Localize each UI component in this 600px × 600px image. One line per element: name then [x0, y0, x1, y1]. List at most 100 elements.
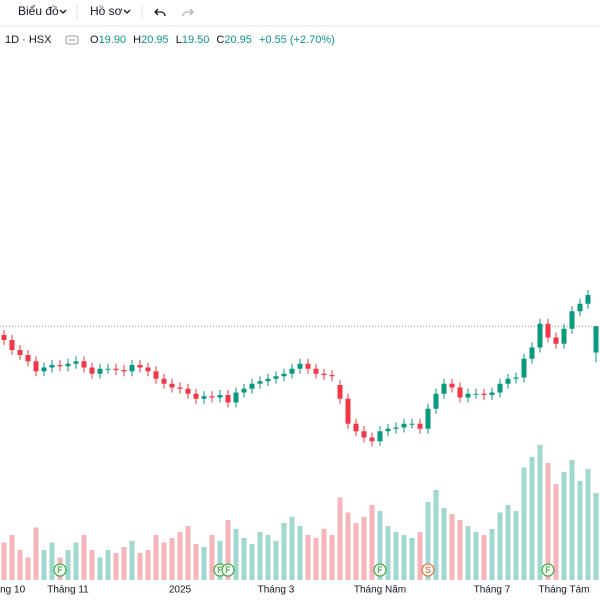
volume-bar: [561, 472, 567, 580]
volume-bar: [145, 550, 151, 580]
candle-body: [161, 378, 167, 384]
undo-button[interactable]: [154, 8, 166, 17]
volume-bar: [89, 550, 95, 580]
candle-body: [169, 383, 175, 388]
volume-bar: [361, 517, 367, 580]
candle-body: [65, 363, 71, 367]
candle-body: [289, 368, 295, 374]
profile-menu[interactable]: Hồ sơ: [90, 4, 123, 18]
candle-body: [193, 393, 199, 399]
candle-body: [97, 368, 103, 374]
candle-body: [473, 393, 479, 395]
volume-bar: [377, 511, 383, 580]
volume-bar: [105, 550, 111, 580]
change: +0.55 (+2.70%): [259, 34, 335, 46]
candle-body: [521, 358, 527, 378]
volume-bar: [465, 526, 471, 580]
candle-body: [361, 431, 367, 438]
candle-body: [329, 375, 335, 377]
event-label: F: [217, 565, 223, 575]
volume-bar: [537, 445, 543, 580]
candle-body: [313, 368, 319, 374]
candle-body: [105, 368, 111, 370]
volume-bar: [241, 538, 247, 580]
x-tick-label: Tháng 7: [474, 585, 511, 596]
chevron[interactable]: [123, 9, 131, 14]
candle-body: [433, 393, 439, 409]
volume-bar: [41, 550, 47, 580]
candle-body: [257, 381, 263, 384]
legend-label: C: [216, 34, 224, 46]
x-tick-label: Tháng Năm: [354, 585, 406, 596]
candle-body: [113, 368, 119, 370]
legend-value: 19.50: [182, 34, 210, 46]
candle-body: [321, 373, 327, 375]
volume-bar: [585, 469, 591, 580]
event-label: S: [425, 565, 431, 575]
candle-body: [377, 431, 383, 442]
candle-body: [185, 388, 191, 394]
volume-bar: [553, 484, 559, 580]
candle-body: [25, 355, 31, 362]
chart-menu[interactable]: Biểu đồ: [18, 4, 59, 18]
candle-body: [409, 423, 415, 425]
candle-body: [513, 377, 519, 379]
volume-bar: [409, 538, 415, 580]
volume-bar: [401, 535, 407, 580]
legend-value: 20.95: [224, 34, 252, 46]
volume-bar: [329, 535, 335, 580]
candle-body: [81, 361, 87, 368]
event-marker: [221, 563, 235, 577]
volume-bar: [385, 526, 391, 580]
volume-bar: [345, 512, 351, 580]
candle-body: [201, 396, 207, 399]
candle-body: [129, 365, 135, 372]
volume-bar: [137, 553, 143, 580]
volume-bar: [81, 535, 87, 580]
chevron[interactable]: [59, 9, 67, 14]
candle-body: [353, 423, 359, 432]
volume-bar: [505, 505, 511, 580]
volume-bar: [161, 542, 167, 580]
volume-bar: [281, 523, 287, 580]
volume-bar: [33, 527, 39, 580]
volume-bar: [473, 532, 479, 580]
candle-body: [529, 347, 535, 359]
volume-bar: [353, 523, 359, 580]
candle-body: [49, 365, 55, 368]
event-marker: [541, 563, 555, 577]
candle-body: [121, 370, 127, 372]
x-tick-label: Tháng 3: [258, 585, 295, 596]
candle-body: [577, 303, 583, 312]
volume-bar: [1, 542, 7, 580]
volume-bar: [201, 547, 207, 580]
volume-bar: [297, 526, 303, 580]
volume-bar: [497, 512, 503, 580]
candle-body: [465, 393, 471, 398]
volume-bar: [265, 535, 271, 580]
candle-body: [241, 388, 247, 393]
candle-body: [17, 350, 23, 355]
redo-button[interactable]: [182, 8, 194, 17]
volume-bar: [73, 542, 79, 580]
candle-body: [137, 365, 143, 368]
candle-body: [281, 373, 287, 377]
candle-body: [369, 437, 375, 442]
volume-bar: [17, 550, 23, 580]
candle-body: [401, 423, 407, 428]
volume-bar: [321, 529, 327, 580]
volume-bar: [577, 481, 583, 580]
volume-bar: [193, 544, 199, 580]
candle-body: [593, 326, 599, 353]
volume-bar: [9, 535, 15, 580]
candle-body: [1, 335, 7, 340]
candle-body: [505, 378, 511, 384]
volume-bar: [489, 529, 495, 580]
volume-bar: [313, 538, 319, 580]
candle-body: [9, 340, 15, 350]
candle-body: [545, 323, 551, 338]
volume-bar: [569, 460, 575, 580]
volume-bar: [217, 541, 223, 580]
volume-bar: [97, 557, 103, 580]
